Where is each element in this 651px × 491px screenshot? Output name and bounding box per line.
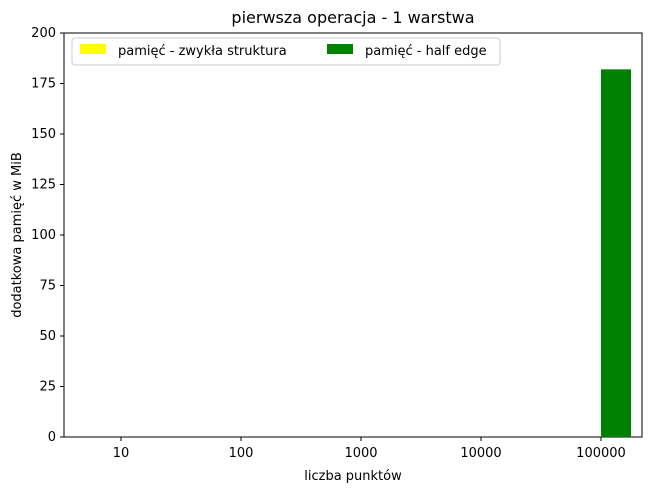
legend: pamięć - zwykła struktura pamięć - half …: [71, 37, 501, 66]
x-tick-label: 100000: [576, 446, 626, 461]
x-tick-label: 10000: [460, 446, 501, 461]
y-axis: 0 25 50 75 100 125 150 175 200: [31, 26, 64, 445]
y-tick-label: 50: [39, 329, 56, 344]
y-tick-label: 75: [39, 279, 56, 294]
y-tick-label: 150: [31, 127, 56, 142]
y-tick-label: 0: [48, 430, 56, 445]
plot-area: [63, 32, 643, 438]
bars-layer: [601, 69, 631, 438]
y-axis-label: dodatkowa pamięć w MiB: [10, 152, 25, 318]
y-tick-label: 175: [31, 77, 56, 92]
legend-label-standard: pamięć - zwykła struktura: [118, 44, 287, 59]
x-tick-label: 100: [229, 446, 254, 461]
legend-frame: [71, 37, 501, 66]
bar-half-edge-100000: [601, 69, 631, 438]
x-tick-label: 1000: [344, 446, 377, 461]
y-tick-label: 100: [31, 228, 56, 243]
legend-label-half-edge: pamięć - half edge: [365, 44, 487, 59]
x-tick-label: 10: [113, 446, 130, 461]
chart-title: pierwsza operacja - 1 warstwa: [231, 8, 474, 27]
legend-swatch-standard: [80, 44, 106, 54]
x-axis: 10 100 1000 10000 100000: [113, 437, 626, 461]
y-tick-label: 125: [31, 178, 56, 193]
y-tick-label: 200: [31, 26, 56, 41]
y-tick-label: 25: [39, 380, 56, 395]
legend-swatch-half-edge: [327, 44, 353, 54]
x-axis-label: liczba punktów: [304, 469, 402, 484]
